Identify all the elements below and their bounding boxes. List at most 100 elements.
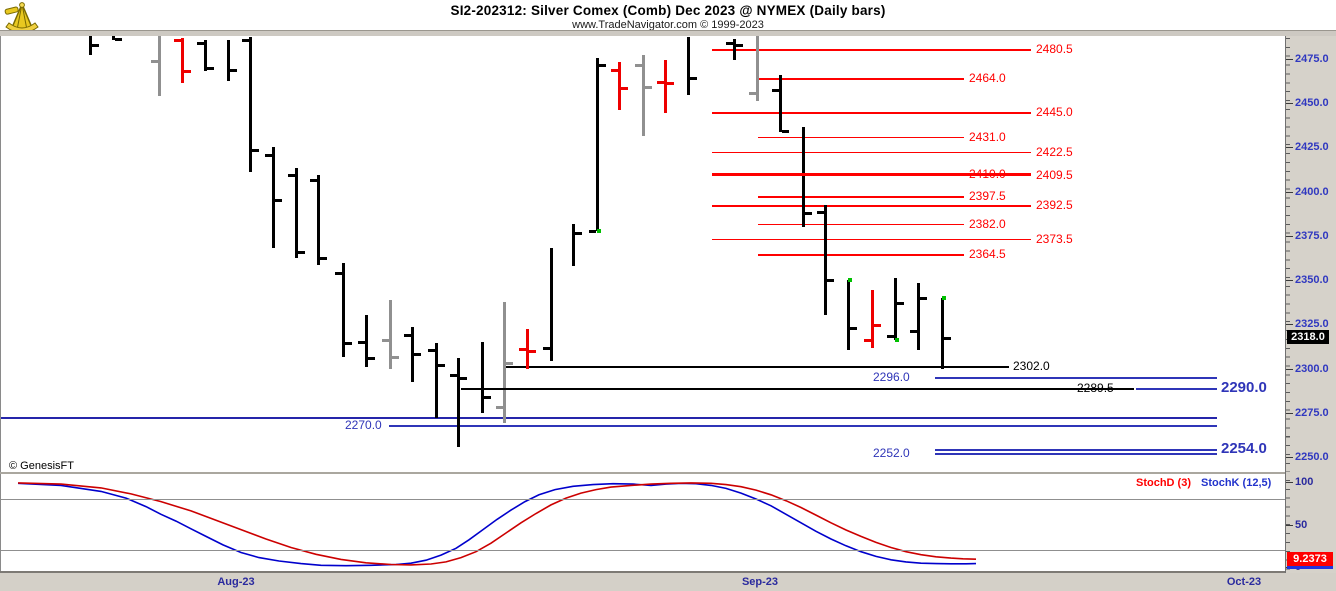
price-bar-open-tick — [887, 334, 894, 338]
level-line — [712, 112, 1031, 114]
price-bar-close-tick — [529, 349, 536, 353]
price-bar-close-tick — [944, 336, 951, 340]
price-bar — [112, 36, 115, 41]
support-label: 2296.0 — [873, 370, 910, 384]
price-bar-open-tick — [174, 39, 181, 43]
price-bar-open-tick — [242, 39, 249, 43]
price-bar-open-tick — [910, 329, 917, 333]
stoch-axis-tick — [1286, 524, 1293, 526]
price-axis-tick — [1286, 191, 1293, 193]
price-bar-open-tick — [288, 173, 295, 177]
price-bar-open-tick — [358, 341, 365, 345]
price-bar — [204, 40, 207, 72]
stoch-axis-label: 50 — [1295, 518, 1308, 531]
green-marker — [848, 278, 852, 283]
stochastic-legend: StochD (3) StochK (12,5) — [1, 477, 1285, 491]
price-bar-close-tick — [575, 232, 582, 236]
price-bar — [596, 58, 599, 231]
price-bar-open-tick — [543, 347, 550, 351]
price-bar — [249, 36, 252, 173]
price-bar-close-tick — [438, 364, 445, 368]
price-bar — [618, 61, 621, 111]
price-bar-close-tick — [874, 324, 881, 328]
level-label: 2409.5 — [1036, 167, 1073, 182]
stochastic-panel[interactable]: StochD (3) StochK (12,5) — [0, 474, 1285, 571]
price-bar-open-tick — [496, 405, 503, 409]
green-marker — [942, 295, 946, 300]
price-axis-label: 2425.0 — [1295, 141, 1329, 154]
price-bar — [917, 282, 920, 350]
price-bar — [411, 326, 414, 382]
stoch-axis-label: 100 — [1295, 476, 1314, 488]
green-marker — [895, 338, 899, 343]
stoch-axis-minor-ticks — [1286, 480, 1290, 572]
support-line — [1, 417, 1217, 419]
level-label: 2364.5 — [969, 247, 1006, 262]
support-label: 2290.0 — [1221, 379, 1267, 396]
price-bar-close-tick — [645, 86, 652, 90]
legend-stochk[interactable]: StochK (12,5) — [1201, 477, 1272, 489]
support-line — [935, 453, 1217, 455]
support-label: 2270.0 — [345, 418, 382, 432]
price-bar-open-tick — [726, 42, 733, 46]
price-bar — [871, 289, 874, 349]
support-label: 2252.0 — [873, 446, 910, 460]
price-bar-close-tick — [599, 64, 606, 68]
price-bar — [550, 248, 553, 361]
price-bar-close-tick — [782, 129, 789, 133]
price-axis-label: 2300.0 — [1295, 362, 1329, 375]
price-bar-open-tick — [197, 42, 204, 46]
price-bar — [295, 167, 298, 258]
price-bar — [503, 302, 506, 423]
level-line — [758, 196, 964, 198]
price-bar-open-tick — [335, 272, 342, 276]
price-bar-open-tick — [749, 91, 756, 95]
date-label-sep: Sep-23 — [741, 576, 779, 588]
price-bar-close-tick — [115, 37, 122, 41]
price-bar-open-tick — [382, 339, 389, 343]
price-bar — [642, 55, 645, 136]
price-axis-pane[interactable]: 2318.0 9.2373 2475.0 2450.0 2425.0 2400.0 23… — [1285, 36, 1336, 573]
price-bar — [824, 204, 827, 315]
legend-stochd[interactable]: StochD (3) — [1136, 477, 1191, 489]
price-bar-open-tick — [310, 179, 317, 183]
price-bar-close-tick — [184, 70, 191, 74]
price-axis-minor-ticks — [1286, 38, 1290, 472]
price-axis-label: 2450.0 — [1295, 97, 1329, 110]
price-bar — [687, 36, 690, 96]
price-bar-close-tick — [320, 257, 327, 260]
price-chart-panel[interactable]: © GenesisFT 2480.5 2464.0 2445.0 2431.0 2422… — [0, 36, 1285, 472]
stoch-curve-k — [17, 482, 977, 567]
level-line — [758, 78, 964, 81]
price-bar-open-tick — [864, 339, 871, 343]
price-bar-open-tick — [611, 68, 618, 72]
price-bar — [847, 280, 850, 350]
price-bar-close-tick — [460, 377, 467, 381]
panel-separator[interactable] — [0, 472, 1285, 474]
price-bar — [365, 314, 368, 367]
price-axis-tick — [1286, 324, 1293, 326]
price-bar-open-tick — [657, 80, 664, 84]
green-marker — [597, 228, 601, 233]
price-axis-label: 2375.0 — [1295, 229, 1329, 242]
price-bar-close-tick — [207, 66, 214, 70]
price-bar-open-tick — [635, 64, 642, 68]
level-label: 2464.0 — [969, 71, 1006, 86]
price-axis-label: 2250.0 — [1295, 451, 1329, 463]
price-bar-close-tick — [827, 279, 834, 283]
price-bar-close-tick — [368, 356, 375, 360]
price-bar-close-tick — [230, 69, 237, 73]
last-price-badge: 2318.0 — [1287, 329, 1329, 344]
level-label: 2431.0 — [969, 129, 1006, 144]
chart-title: SI2-202312: Silver Comex (Comb) Dec 2023… — [450, 3, 886, 18]
price-bar — [89, 36, 92, 55]
price-bar — [664, 59, 667, 113]
price-bar — [272, 146, 275, 249]
price-axis-label: 2475.0 — [1295, 53, 1329, 65]
price-bar-close-tick — [897, 302, 904, 306]
price-bar-close-tick — [275, 198, 282, 202]
price-bar-close-tick — [345, 341, 352, 345]
price-bar-close-tick — [92, 43, 99, 47]
support-label: 2302.0 — [1013, 359, 1050, 373]
